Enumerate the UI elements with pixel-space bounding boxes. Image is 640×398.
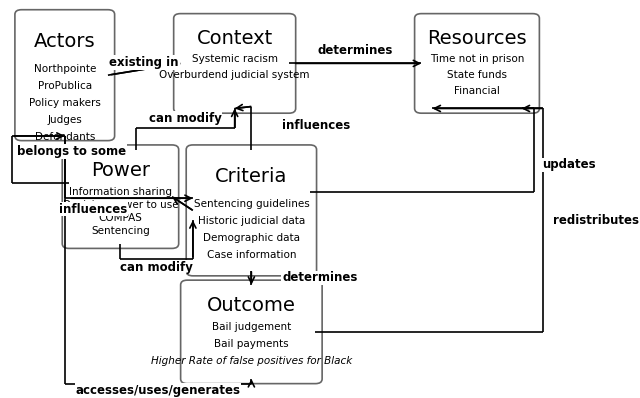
Text: redistributes: redistributes (553, 214, 639, 227)
FancyBboxPatch shape (173, 14, 296, 113)
Text: existing in: existing in (109, 56, 179, 69)
Text: COMPAS: COMPAS (99, 213, 143, 223)
FancyBboxPatch shape (62, 145, 179, 248)
Text: Actors: Actors (34, 32, 95, 51)
Text: Bail payments: Bail payments (214, 339, 289, 349)
Text: Financial: Financial (454, 86, 500, 96)
Text: can modify: can modify (149, 112, 221, 125)
Text: Decision power to use: Decision power to use (63, 200, 179, 210)
Text: Resources: Resources (427, 29, 527, 48)
FancyBboxPatch shape (180, 280, 322, 384)
Text: Information sharing: Information sharing (69, 187, 172, 197)
Text: influences: influences (282, 119, 350, 132)
Text: Northpointe: Northpointe (33, 64, 96, 74)
Text: State funds: State funds (447, 70, 507, 80)
Text: influences: influences (59, 203, 127, 216)
Text: Sentencing: Sentencing (91, 226, 150, 236)
Text: Higher Rate of false positives for Black: Higher Rate of false positives for Black (151, 356, 352, 366)
Text: Criteria: Criteria (215, 167, 287, 186)
Text: Overburdend judicial system: Overburdend judicial system (159, 70, 310, 80)
Text: Power: Power (91, 161, 150, 180)
Text: Historic judicial data: Historic judicial data (198, 217, 305, 226)
FancyBboxPatch shape (415, 14, 540, 113)
Text: Policy makers: Policy makers (29, 98, 100, 108)
Text: Judges: Judges (47, 115, 82, 125)
FancyBboxPatch shape (186, 145, 317, 276)
Text: accesses/uses/generates: accesses/uses/generates (76, 384, 241, 397)
Text: determines: determines (282, 271, 357, 285)
Text: determines: determines (317, 44, 393, 57)
Text: Context: Context (196, 29, 273, 48)
Text: Case information: Case information (207, 250, 296, 260)
Text: Outcome: Outcome (207, 296, 296, 315)
FancyBboxPatch shape (15, 10, 115, 140)
Text: Bail judgement: Bail judgement (212, 322, 291, 332)
Text: Sentencing guidelines: Sentencing guidelines (193, 199, 309, 209)
Text: can modify: can modify (120, 261, 193, 274)
Text: Time not in prison: Time not in prison (430, 54, 524, 64)
Text: belongs to some: belongs to some (17, 145, 126, 158)
Text: updates: updates (542, 158, 596, 171)
Text: ProPublica: ProPublica (38, 81, 92, 91)
Text: Systemic racism: Systemic racism (191, 54, 278, 64)
Text: Defendants: Defendants (35, 132, 95, 142)
Text: Demographic data: Demographic data (203, 233, 300, 243)
